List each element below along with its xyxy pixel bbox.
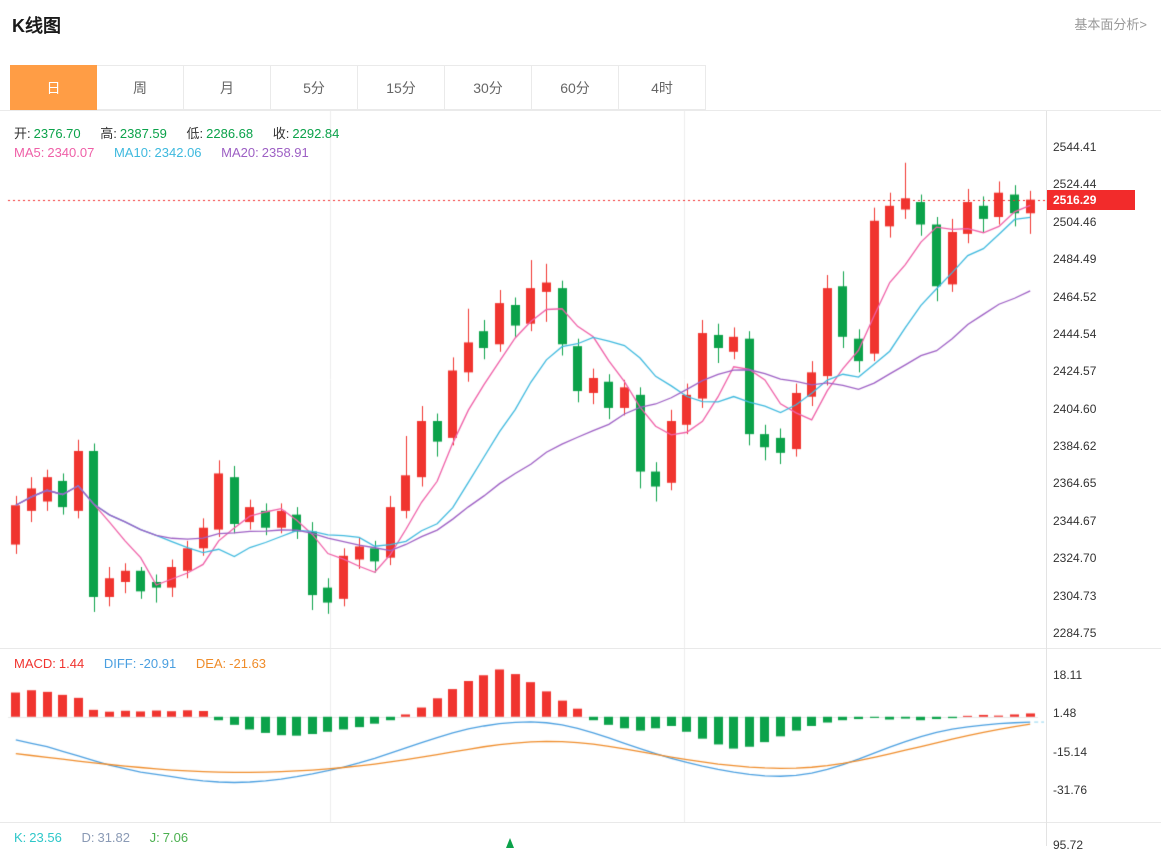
- page-title: K线图: [12, 16, 61, 36]
- macd-tick-label: 18.11: [1053, 668, 1083, 682]
- j-label: J:: [149, 830, 160, 845]
- tab-weekly[interactable]: 周: [97, 65, 184, 110]
- price-tick-label: 2504.46: [1053, 215, 1097, 229]
- k-value: 23.56: [29, 830, 62, 845]
- price-tick-label: 2304.73: [1053, 589, 1097, 603]
- chart-area: 开: 2376.70 高: 2387.59 低: 2286.68 收: 2292.84 …: [0, 111, 1161, 852]
- price-axis-line: [1046, 111, 1047, 846]
- price-tick-label: 2364.65: [1053, 476, 1097, 490]
- k-label: K:: [14, 830, 27, 845]
- diff-label: DIFF:: [103, 656, 137, 671]
- kdj-info: K: 23.56 D: 31.82 J: 7.06: [14, 830, 204, 845]
- close-label: 收:: [272, 126, 290, 141]
- price-tick-label: 2484.49: [1053, 252, 1097, 266]
- price-tick-label: 2324.70: [1053, 551, 1097, 565]
- price-tick-label: 2384.62: [1053, 439, 1097, 453]
- tab-30min[interactable]: 30分: [445, 65, 532, 110]
- low-value: 2286.68: [206, 126, 254, 141]
- high-label: 高:: [100, 126, 117, 141]
- macd-value: 1.44: [58, 656, 85, 671]
- tab-15min[interactable]: 15分: [358, 65, 445, 110]
- timeframe-tabs: 日周月 5分 15分 30分 60分 4时: [10, 65, 706, 110]
- kdj-tick-label: 95.72: [1053, 838, 1084, 852]
- price-tick-label: 2464.52: [1053, 290, 1097, 304]
- j-value: 7.06: [162, 830, 189, 845]
- ma5-value: 2340.07: [47, 145, 95, 160]
- price-tick-label: 2524.44: [1053, 177, 1097, 191]
- price-tick-label: 2404.60: [1053, 402, 1097, 416]
- macd-chart-canvas[interactable]: [0, 648, 1046, 822]
- macd-tick-label: -31.76: [1053, 783, 1088, 797]
- ma20-value: 2358.91: [261, 145, 309, 160]
- low-label: 低:: [186, 126, 204, 141]
- ma10-label: MA10:: [113, 145, 152, 160]
- price-tick-label: 2444.54: [1053, 327, 1097, 341]
- ma10-value: 2342.06: [154, 145, 202, 160]
- open-label: 开:: [14, 126, 31, 141]
- tab-60min[interactable]: 60分: [532, 65, 619, 110]
- candlestick-chart-canvas[interactable]: [0, 111, 1046, 648]
- high-value: 2387.59: [119, 126, 167, 141]
- d-label: D:: [81, 830, 95, 845]
- tabs-underline: [0, 110, 1161, 111]
- tab-4hour[interactable]: 4时: [619, 65, 706, 110]
- fundamental-analysis-link[interactable]: 基本面分析>: [1074, 17, 1147, 32]
- ma20-label: MA20:: [221, 145, 259, 160]
- ohlc-info: 开: 2376.70 高: 2387.59 低: 2286.68 收: 2292.84: [14, 123, 355, 142]
- kdj-line-peak: [506, 838, 514, 848]
- ma5-label: MA5:: [14, 145, 45, 160]
- close-value: 2292.84: [292, 126, 340, 141]
- tab-5min[interactable]: 5分: [271, 65, 358, 110]
- dea-label: DEA:: [195, 656, 227, 671]
- tab-daily[interactable]: 日: [10, 65, 97, 110]
- page-header: K线图 基本面分析>: [0, 0, 1161, 40]
- macd-label: MACD:: [14, 656, 56, 671]
- tab-monthly[interactable]: 月: [184, 65, 271, 110]
- price-tick-label: 2424.57: [1053, 364, 1097, 378]
- macd-tick-label: 1.48: [1053, 706, 1077, 720]
- open-value: 2376.70: [33, 126, 81, 141]
- ma-info: MA5: 2340.07 MA10: 2342.06 MA20: 2358.91: [14, 145, 325, 160]
- macd-info: MACD: 1.44 DIFF: -20.91 DEA: -21.63: [14, 656, 282, 671]
- macd-tick-label: -15.14: [1053, 745, 1088, 759]
- price-tick-label: 2284.75: [1053, 626, 1097, 640]
- diff-value: -20.91: [139, 656, 177, 671]
- dea-value: -21.63: [229, 656, 267, 671]
- d-value: 31.82: [97, 830, 131, 845]
- last-price-tag: 2516.29: [1047, 190, 1135, 210]
- macd-panel-separator: [0, 648, 1161, 649]
- price-tick-label: 2344.67: [1053, 514, 1097, 528]
- kdj-panel-separator: [0, 822, 1161, 823]
- price-tick-label: 2544.41: [1053, 140, 1097, 154]
